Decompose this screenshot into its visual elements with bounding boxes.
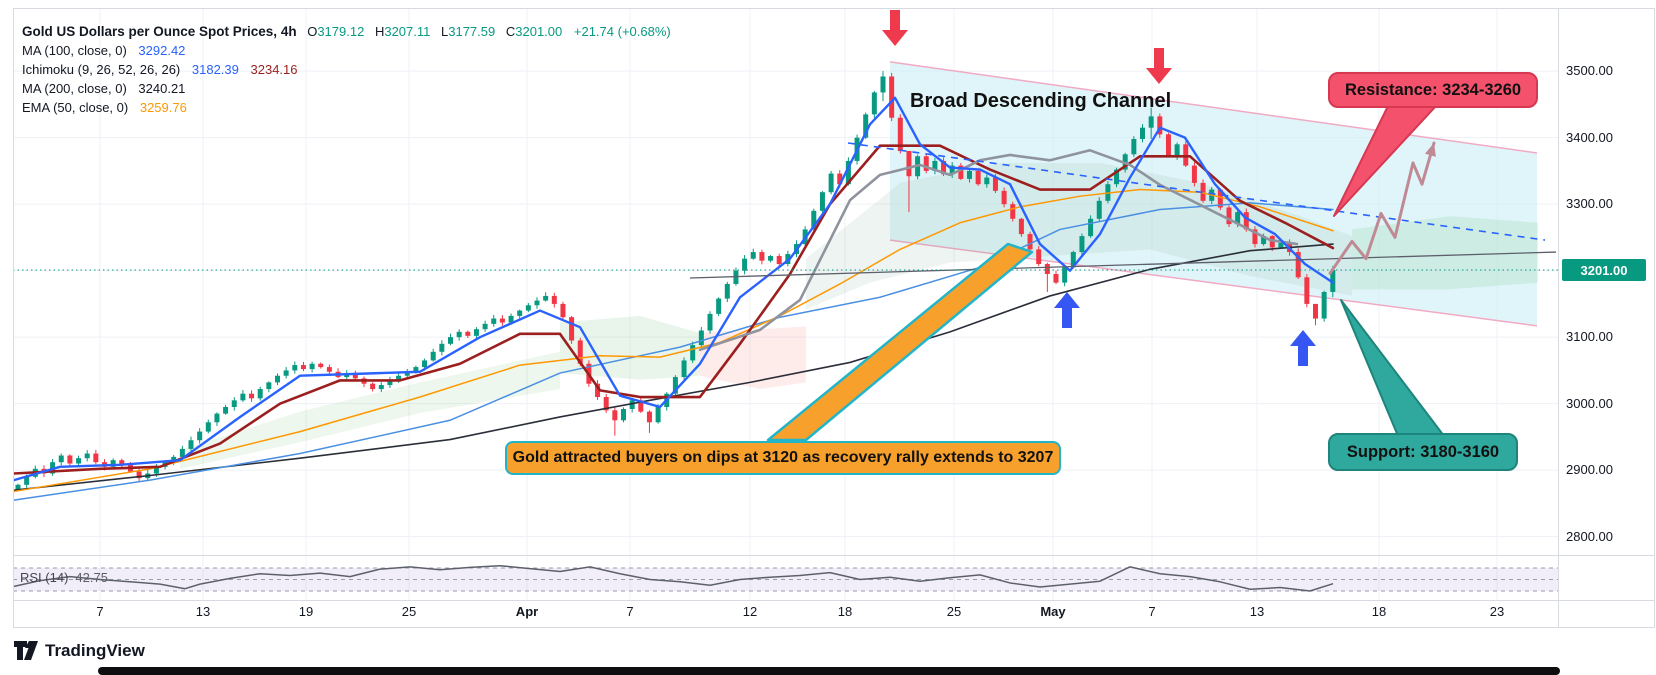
time-tick-label: 19 (298, 604, 314, 619)
price-tick-label: 3000.00 (1566, 395, 1613, 411)
time-tick-label: 23 (1489, 604, 1505, 619)
tradingview-logo[interactable]: TradingView (14, 641, 145, 661)
indicator-value: 3240.21 (138, 81, 186, 96)
price-tick-label: 2900.00 (1566, 462, 1613, 478)
high-label: H (374, 24, 385, 39)
ma100-line (13, 202, 1334, 501)
indicator-row-ema50[interactable]: EMA (50, close, 0) 3259.76 (22, 98, 671, 117)
time-tick-label: 7 (96, 604, 104, 619)
indicator-row-ichimoku[interactable]: Ichimoku (9, 26, 52, 26, 26) 3182.39 323… (22, 60, 671, 79)
close-value: 3201.00 (515, 24, 563, 39)
open-label: O (307, 24, 318, 39)
buyers-callout-pointer[interactable] (766, 242, 1034, 442)
time-tick-label: 25 (946, 604, 962, 619)
ichimoku-conversion-line (13, 96, 1335, 482)
red-down-arrow-2[interactable] (1146, 48, 1172, 84)
grid (13, 8, 1558, 600)
tradingview-logo-icon (14, 641, 38, 660)
ma200-line (13, 243, 1334, 491)
indicator-value: 3182.39 (191, 62, 239, 77)
change-value: +21.74 (+0.68%) (573, 24, 671, 39)
support-trendline[interactable] (689, 251, 1557, 279)
indicator-label: MA (100, close, 0) (22, 43, 127, 58)
indicator-row-ma200[interactable]: MA (200, close, 0) 3240.21 (22, 79, 671, 98)
time-tick-label: May (1040, 604, 1066, 619)
chart-frame-border (13, 8, 1655, 628)
indicator-row-ma100[interactable]: MA (100, close, 0) 3292.42 (22, 41, 671, 60)
rsi-line (13, 564, 1334, 592)
rsi-label: RSI (14) (20, 570, 69, 585)
ichimoku-base-line (13, 144, 1335, 475)
rsi-pane (13, 564, 1558, 592)
ema50-line (13, 188, 1334, 493)
price-tick-label: 2800.00 (1566, 528, 1613, 544)
tradingview-logo-text: TradingView (45, 641, 145, 660)
blue-up-arrow-4[interactable] (1290, 330, 1316, 366)
time-tick-label: 18 (1371, 604, 1387, 619)
rsi-value: 42.75 (75, 570, 108, 585)
channel-annotation-label[interactable]: Broad Descending Channel (910, 90, 1172, 112)
indicator-label: EMA (50, close, 0) (22, 100, 129, 115)
price-tick-label: 3400.00 (1566, 129, 1613, 145)
time-tick-label: 13 (1249, 604, 1265, 619)
time-tick-label: 25 (401, 604, 417, 619)
indicator-label: Ichimoku (9, 26, 52, 26, 26) (22, 62, 181, 77)
legend: Gold US Dollars per Ounce Spot Prices, 4… (22, 22, 671, 117)
resistance-callout[interactable]: Resistance: 3234-3260 (1328, 72, 1538, 108)
projection-zigzag[interactable] (1328, 141, 1436, 275)
indicator-label: MA (200, close, 0) (22, 81, 127, 96)
open-value: 3179.12 (317, 24, 365, 39)
buyers-callout[interactable]: Gold attracted buyers on dips at 3120 as… (505, 441, 1061, 475)
indicator-value: 3234.16 (250, 62, 298, 77)
last-price-label: 3201.00 (1562, 259, 1646, 281)
close-label: C (505, 24, 516, 39)
price-tick-label: 3500.00 (1566, 63, 1613, 79)
symbol-title[interactable]: Gold US Dollars per Ounce Spot Prices, 4… (22, 24, 297, 39)
red-down-arrow-1[interactable] (882, 10, 908, 46)
rsi-legend[interactable]: RSI (14) 42.75 (20, 570, 108, 585)
time-tick-label: Apr (515, 604, 539, 619)
time-tick-label: 7 (1148, 604, 1156, 619)
time-tick-label: 7 (626, 604, 634, 619)
low-label: L (441, 24, 449, 39)
time-tick-label: 13 (195, 604, 211, 619)
blue-up-arrow-3[interactable] (1054, 292, 1080, 328)
time-tick-label: 12 (742, 604, 758, 619)
support-callout-pointer[interactable] (1340, 299, 1445, 437)
time-tick-label: 18 (837, 604, 853, 619)
bottom-bar (98, 667, 1560, 675)
channel-midline[interactable] (847, 142, 1546, 241)
symbol-legend-row[interactable]: Gold US Dollars per Ounce Spot Prices, 4… (22, 22, 671, 41)
indicator-value: 3292.42 (138, 43, 186, 58)
price-tick-label: 3100.00 (1566, 329, 1613, 345)
support-callout[interactable]: Support: 3180-3160 (1328, 433, 1518, 471)
high-value: 3207.11 (384, 24, 431, 39)
indicator-value: 3259.76 (139, 100, 187, 115)
ichimoku-cloud (180, 162, 1538, 469)
ichimoku-lagging-line (698, 149, 1299, 352)
price-tick-label: 3300.00 (1566, 196, 1613, 212)
low-value: 3177.59 (448, 24, 496, 39)
